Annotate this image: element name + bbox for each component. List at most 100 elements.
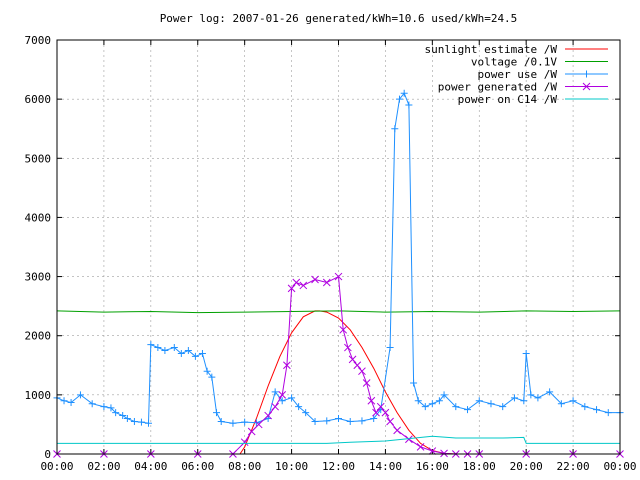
- data-point: [367, 396, 376, 405]
- data-point: [119, 412, 127, 420]
- chart-title: Power log: 2007-01-26 generated/kWh=10.6…: [160, 12, 518, 25]
- data-point: [311, 275, 319, 284]
- series-line: [57, 275, 620, 455]
- data-point: [386, 344, 394, 352]
- data-point: [435, 397, 443, 405]
- data-point: [288, 394, 296, 402]
- data-point: [414, 397, 422, 405]
- data-point: [393, 426, 401, 435]
- data-point: [386, 417, 394, 426]
- data-point: [292, 278, 301, 287]
- data-point: [464, 406, 472, 414]
- data-point: [334, 272, 343, 281]
- x-tick-label: 02:00: [87, 460, 120, 473]
- legend-label: power on C14 /W: [458, 93, 558, 106]
- x-tick-label: 16:00: [416, 460, 449, 473]
- data-point: [130, 417, 138, 425]
- data-point: [510, 394, 518, 402]
- series-layer: [53, 89, 624, 458]
- data-point: [534, 394, 542, 402]
- x-tick-label: 06:00: [181, 460, 214, 473]
- data-point: [322, 278, 331, 287]
- x-tick-label: 14:00: [369, 460, 402, 473]
- y-tick-label: 0: [44, 448, 51, 461]
- y-tick-label: 1000: [25, 389, 52, 402]
- data-point: [475, 397, 483, 405]
- series-0: [239, 310, 456, 455]
- data-point: [278, 391, 287, 399]
- data-point: [370, 415, 378, 423]
- x-tick-label: 10:00: [275, 460, 308, 473]
- data-point: [520, 397, 528, 405]
- data-point: [76, 391, 84, 399]
- data-point: [410, 379, 418, 387]
- legend-marker: [582, 82, 591, 91]
- data-point: [88, 400, 96, 408]
- data-point: [358, 367, 366, 376]
- data-point: [100, 403, 108, 411]
- data-point: [254, 420, 263, 429]
- data-point: [522, 349, 530, 357]
- data-point: [123, 415, 131, 423]
- y-tick-label: 5000: [25, 152, 52, 165]
- data-point: [362, 379, 371, 387]
- legend-label: power generated /W: [438, 81, 558, 94]
- plot-frame: [56, 39, 621, 455]
- data-point: [229, 419, 237, 427]
- data-point: [247, 427, 256, 436]
- y-tick-label: 2000: [25, 330, 52, 343]
- data-point: [170, 344, 178, 352]
- data-point: [161, 347, 169, 354]
- data-point: [557, 400, 565, 408]
- data-point: [440, 449, 448, 458]
- data-point: [416, 443, 425, 451]
- data-point: [144, 419, 152, 427]
- data-point: [271, 402, 280, 411]
- data-point: [428, 400, 436, 408]
- x-tick-label: 18:00: [463, 460, 496, 473]
- legend-label: sunlight estimate /W: [425, 43, 558, 56]
- data-point: [184, 347, 192, 354]
- data-point: [271, 388, 279, 396]
- data-point: [154, 344, 162, 352]
- data-point: [302, 409, 310, 417]
- data-point: [339, 325, 348, 334]
- data-point: [191, 352, 199, 360]
- data-point: [452, 403, 460, 411]
- data-point: [395, 95, 403, 103]
- legend-label: voltage /0.1V: [471, 56, 557, 69]
- data-point: [405, 101, 413, 109]
- data-point: [346, 417, 354, 425]
- data-point: [287, 284, 296, 293]
- data-point: [487, 400, 495, 408]
- data-point: [353, 361, 362, 370]
- data-point: [604, 409, 612, 417]
- data-point: [137, 418, 145, 426]
- data-point: [593, 406, 601, 414]
- data-point: [112, 409, 120, 417]
- x-tick-label: 12:00: [322, 460, 355, 473]
- y-tick-label: 6000: [25, 93, 52, 106]
- data-point: [208, 373, 216, 381]
- x-tick-label: 00:00: [40, 460, 73, 473]
- data-point: [581, 403, 589, 411]
- data-point: [203, 367, 211, 375]
- data-point: [400, 89, 408, 97]
- series-1: [56, 310, 621, 314]
- data-point: [440, 391, 448, 399]
- data-point: [391, 125, 399, 133]
- x-tick-label: 04:00: [134, 460, 167, 473]
- y-tick-label: 3000: [25, 271, 52, 284]
- data-point: [381, 408, 390, 417]
- series-line: [239, 310, 456, 455]
- data-point: [348, 355, 357, 364]
- data-point: [335, 415, 342, 423]
- x-tick-label: 00:00: [603, 460, 636, 473]
- x-tick-label: 22:00: [557, 460, 590, 473]
- data-point: [67, 399, 75, 407]
- data-point: [376, 402, 385, 411]
- data-point: [264, 411, 272, 420]
- data-point: [299, 281, 308, 290]
